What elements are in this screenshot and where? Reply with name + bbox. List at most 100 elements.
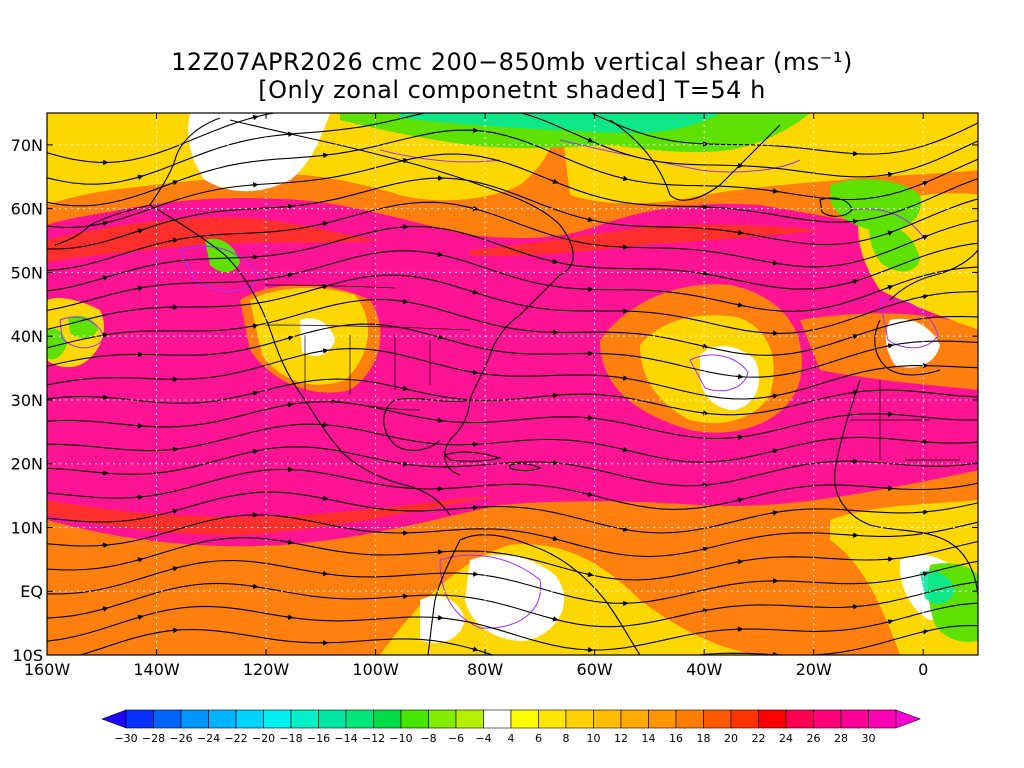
streamline-arrow <box>170 237 179 244</box>
streamline-arrow <box>550 616 559 622</box>
streamline-arrow <box>170 446 179 453</box>
colorbar-swatch <box>400 709 429 729</box>
streamline-arrow <box>435 417 444 424</box>
y-tick-label: 10N <box>11 518 43 537</box>
chart-title-line1: 12Z07APR2026 cmc 200−850mb vertical shea… <box>171 48 853 76</box>
colorbar-swatch <box>813 709 842 729</box>
streamline-arrow <box>401 95 407 96</box>
streamline <box>47 537 978 581</box>
colorbar <box>101 709 921 729</box>
streamline-arrow <box>585 137 594 143</box>
x-tick-label: 120W <box>243 660 290 679</box>
colorbar-swatch <box>868 709 897 729</box>
colorbar-label: 10 <box>587 732 601 745</box>
streamline-arrow <box>470 646 479 652</box>
colorbar-label: −10 <box>389 732 412 745</box>
borders <box>264 284 960 461</box>
streamline-arrow <box>850 218 859 225</box>
x-tick-label: 20W <box>796 660 832 679</box>
coast-europe <box>874 249 978 376</box>
grid-lines <box>47 113 978 655</box>
streamline <box>47 514 978 558</box>
coast-cuba <box>443 451 503 462</box>
streamline <box>47 225 978 292</box>
colorbar-swatch <box>648 709 677 729</box>
streamline <box>47 250 978 312</box>
streamline-arrow <box>885 619 894 625</box>
streamline-arrow <box>620 526 629 532</box>
colorbar-swatch <box>235 709 264 729</box>
streamline-arrow <box>250 323 259 329</box>
y-tick-label: 50N <box>11 263 43 282</box>
streamline <box>47 113 978 163</box>
y-tick-label: 40N <box>11 327 43 346</box>
streamline-arrow <box>700 270 709 277</box>
streamline-arrow <box>550 258 559 265</box>
colorbar-swatch <box>538 709 567 729</box>
streamline <box>47 559 978 604</box>
streamline-arrow <box>285 272 294 278</box>
colorbar-label: −24 <box>197 732 220 745</box>
streamline-arrow <box>320 495 329 502</box>
streamline-arrow <box>400 157 409 164</box>
axis-ticks <box>46 113 978 656</box>
colorbar-swatch <box>565 709 594 729</box>
streamline <box>47 201 978 271</box>
streamline-arrow <box>620 375 629 381</box>
streamline-arrow <box>850 279 859 285</box>
streamline-arrow <box>250 390 259 396</box>
colorbar-swatch <box>153 709 182 729</box>
streamline-arrow <box>250 583 259 590</box>
streamline <box>47 602 978 651</box>
chart-title-line2: [Only zonal componetnt shaded] T=54 h <box>258 76 766 104</box>
shading-cyan <box>400 113 955 604</box>
streamline-arrow <box>135 557 144 563</box>
colorbar-arrow-right <box>895 709 921 729</box>
streamline-arrow <box>285 335 294 341</box>
colorbar-swatch <box>345 709 374 729</box>
streamline-arrow <box>285 131 294 138</box>
colorbar-label: −12 <box>362 732 385 745</box>
colorbar-swatch <box>840 709 869 729</box>
colorbar-swatch <box>180 709 209 729</box>
plot-frame <box>46 112 979 656</box>
colorbar-label: −26 <box>169 732 192 745</box>
streamline-arrow <box>436 109 442 110</box>
streamline-arrow <box>470 289 479 295</box>
streamline-arrow <box>770 510 779 516</box>
streamline-arrow <box>470 369 479 376</box>
streamline-arrow <box>621 668 627 669</box>
y-tick-label: 10S <box>12 646 43 665</box>
streamline <box>47 323 978 378</box>
coast-gulf-of-mexico <box>383 398 471 451</box>
streamline-arrow <box>585 491 594 497</box>
streamline-arrow <box>135 614 144 621</box>
streamline-arrow <box>735 229 744 236</box>
colorbar-swatch <box>318 709 347 729</box>
x-axis-labels: 160W 140W 120W 100W 80W 60W 40W 20W 0 <box>24 660 929 679</box>
streamline-arrow <box>285 539 294 545</box>
colorbar-swatch <box>675 709 704 729</box>
streamline-arrow <box>585 415 594 421</box>
streamline-arrow <box>250 114 259 121</box>
streamline <box>47 177 978 250</box>
streamline-arrow <box>100 606 109 612</box>
streamline-arrow <box>100 470 109 476</box>
colorbar-label: 28 <box>834 732 848 745</box>
x-tick-label: 40W <box>686 660 722 679</box>
streamline-arrow <box>770 260 779 266</box>
streamline-arrow <box>100 220 109 227</box>
x-tick-label: 0 <box>918 660 928 679</box>
streamline-arrow <box>100 332 109 338</box>
colorbar-swatch <box>455 709 484 729</box>
streamline-arrow <box>285 614 294 620</box>
streamline-arrow <box>850 333 859 340</box>
streamline-arrow <box>135 174 144 180</box>
streamline-arrow <box>920 234 929 240</box>
colorbar-label: 18 <box>697 732 711 745</box>
streamline-arrow <box>700 546 709 552</box>
coast-north-america-west <box>149 204 451 516</box>
streamline <box>47 348 978 400</box>
streamline-arrow <box>920 180 929 186</box>
x-tick-label: 80W <box>467 660 503 679</box>
